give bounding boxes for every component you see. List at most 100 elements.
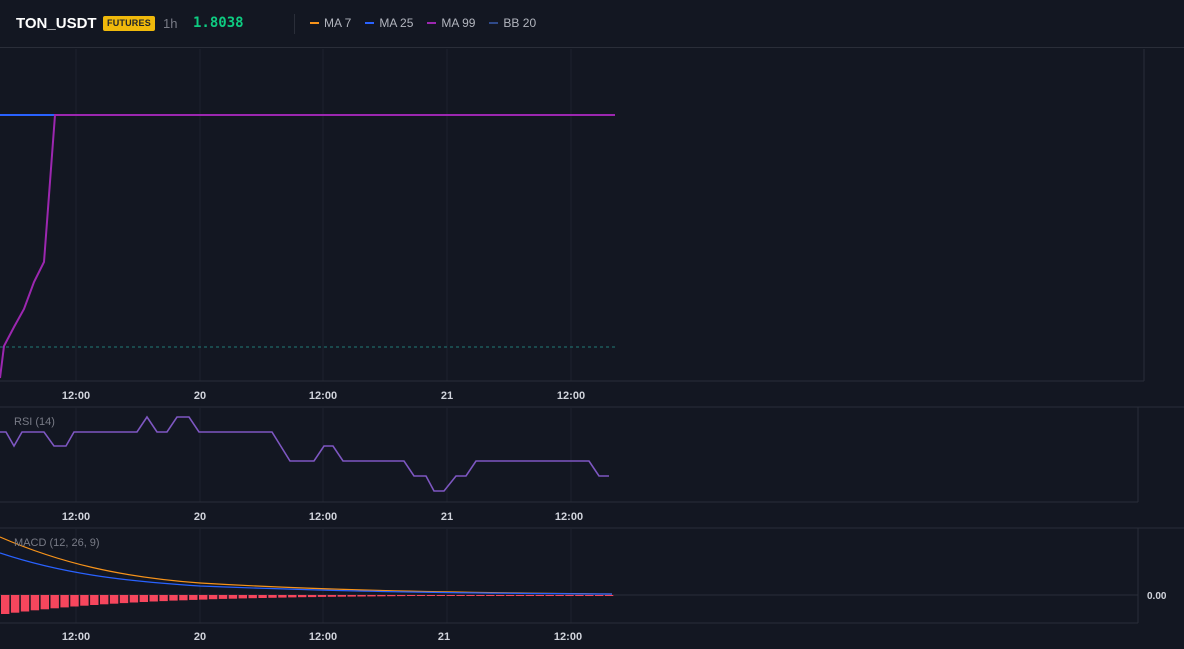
macd-grid	[75, 529, 572, 623]
macd-histogram-bar	[436, 595, 445, 596]
rsi-line	[0, 415, 609, 492]
macd-histogram-bar	[575, 595, 584, 596]
time-label: 21	[441, 390, 453, 402]
macd-histogram-bar	[109, 595, 119, 604]
time-label: 12:00	[557, 390, 585, 402]
macd-histogram-bar	[218, 595, 228, 599]
macd-histogram-bar	[139, 595, 148, 602]
macd-histogram-bar	[179, 595, 188, 601]
symbol-label[interactable]: TON_USDT	[16, 15, 97, 32]
futures-badge: FUTURES	[103, 16, 155, 31]
time-label: 12:00	[62, 511, 90, 523]
legend-swatch-ma25	[365, 22, 375, 24]
macd-histogram-bar	[585, 595, 594, 596]
macd-histogram-bar	[377, 595, 386, 597]
macd-histogram-bar	[298, 595, 307, 598]
macd-histogram-bar	[189, 595, 198, 600]
time-label: 12:00	[554, 631, 582, 643]
legend-item-ma25[interactable]: MA 25	[365, 16, 413, 30]
legend-swatch-bb20	[489, 22, 499, 24]
macd-histogram-bar	[466, 595, 475, 596]
rsi-grid	[75, 408, 572, 502]
time-label: 12:00	[309, 631, 337, 643]
macd-histogram-bar	[367, 595, 376, 597]
macd-histogram-bar	[119, 595, 129, 604]
legend-label-ma99: MA 99	[441, 16, 476, 30]
macd-histogram-bar	[208, 595, 218, 600]
main-pane[interactable]: 12:00 20 12:00 21 12:00	[0, 49, 1145, 402]
time-label: 21	[441, 511, 453, 523]
macd-histogram-bar	[317, 595, 327, 597]
timeframe-label[interactable]: 1h	[163, 16, 178, 31]
macd-histogram-bar	[476, 595, 485, 596]
time-label: 12:00	[62, 631, 90, 643]
header-divider	[294, 14, 295, 34]
time-label: 20	[194, 511, 206, 523]
macd-histogram-bar	[347, 595, 356, 597]
rsi-pane[interactable]: RSI (14) 12:00 20 12:00 21 12:00	[0, 406, 1184, 523]
macd-histogram-bar	[565, 595, 574, 596]
macd-histogram-bar	[595, 595, 604, 596]
macd-histogram-bar	[505, 595, 515, 596]
macd-histogram-bar	[456, 595, 465, 596]
macd-histogram-bar	[307, 595, 317, 598]
macd-histogram-bar	[248, 595, 257, 599]
time-label: 12:00	[309, 390, 337, 402]
macd-histogram-bar	[406, 595, 416, 596]
legend-label-ma7: MA 7	[324, 16, 352, 30]
macd-pane[interactable]: 0.00 MACD (12, 26, 9) 12:00 20 12:00 21 …	[0, 527, 1184, 643]
time-label: 20	[194, 390, 206, 402]
macd-histogram-bar	[1, 595, 10, 614]
macd-histogram-bar	[545, 595, 554, 596]
macd-histogram-bar	[129, 595, 139, 603]
macd-histogram-bar	[60, 595, 69, 608]
macd-histogram-bar	[604, 595, 614, 596]
macd-histogram-bar	[199, 595, 208, 600]
macd-histogram-bar	[387, 595, 396, 597]
macd-histogram-bar	[515, 595, 525, 596]
time-label: 21	[438, 631, 450, 643]
macd-histogram-bar	[40, 595, 49, 610]
legend-item-ma7[interactable]: MA 7	[310, 16, 351, 30]
macd-label: MACD (12, 26, 9)	[14, 537, 100, 549]
time-label: 20	[194, 631, 206, 643]
macd-time-axis: 12:00 20 12:00 21 12:00	[62, 631, 582, 643]
macd-histogram-bar	[238, 595, 247, 599]
macd-histogram-bar	[278, 595, 287, 598]
macd-histogram-bar	[258, 595, 267, 598]
last-price: 1.8038	[193, 15, 244, 31]
macd-histogram-bar	[288, 595, 297, 598]
macd-histogram-bar	[496, 595, 505, 596]
macd-histogram-bar	[169, 595, 178, 601]
macd-histogram-bar	[90, 595, 99, 605]
rsi-time-axis: 12:00 20 12:00 21 12:00	[62, 511, 583, 523]
macd-histogram-bar	[357, 595, 366, 597]
macd-histogram-bar	[268, 595, 277, 598]
macd-histogram-bar	[50, 595, 59, 609]
macd-histogram-bar	[397, 595, 406, 597]
macd-histogram-bar	[70, 595, 79, 607]
macd-histogram-bar	[426, 595, 436, 596]
legend-swatch-ma7	[310, 22, 319, 24]
indicator-legend: MA 7 MA 25 MA 99 BB 20	[310, 16, 536, 30]
ma99-line	[0, 114, 615, 379]
macd-histogram-bar	[525, 595, 535, 596]
legend-label-bb20: BB 20	[503, 16, 537, 30]
time-label: 12:00	[62, 390, 90, 402]
macd-histogram-bar	[159, 595, 168, 602]
legend-item-ma99[interactable]: MA 99	[427, 16, 475, 30]
macd-histogram-bar	[337, 595, 346, 597]
legend-swatch-ma99	[427, 22, 437, 24]
macd-histogram-bar	[327, 595, 337, 597]
legend-item-bb20[interactable]: BB 20	[489, 16, 536, 30]
macd-histogram-bar	[555, 595, 564, 596]
macd-histogram-bar	[486, 595, 495, 596]
macd-histogram-bar	[149, 595, 158, 602]
macd-histogram-bar	[10, 595, 20, 613]
macd-histogram-bar	[80, 595, 89, 606]
macd-histogram-bar	[100, 595, 109, 605]
macd-histogram-bar	[228, 595, 238, 599]
macd-histogram-bar	[535, 595, 544, 596]
chart-header: TON_USDT FUTURES 1h 1.8038 MA 7 MA 25 MA…	[0, 0, 1184, 48]
